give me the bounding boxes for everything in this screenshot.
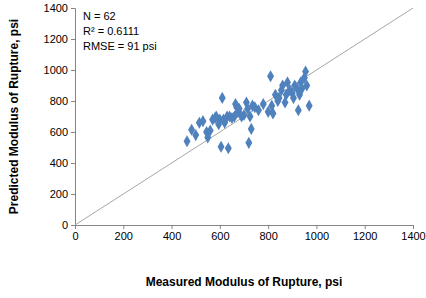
point [290, 92, 297, 104]
tick-label: 400 [163, 230, 181, 242]
tick-label: 800 [259, 230, 277, 242]
tick-label: 1200 [44, 33, 68, 45]
chart: 0 200 400 600 800 1000 1200 1400 0 200 400 600 800 10… [0, 0, 426, 298]
x-axis-title: Measured Modulus of Rupture, psi [146, 275, 343, 289]
x-axis: 0 200 400 600 800 1000 1200 1400 [72, 225, 425, 242]
tick-mark [365, 225, 366, 229]
point [303, 79, 310, 91]
tick-label: 0 [72, 230, 78, 242]
tick-mark [71, 101, 75, 102]
point [192, 129, 199, 141]
point [302, 66, 309, 78]
annotation: RMSE = 91 psi [83, 40, 157, 52]
tick-mark [413, 225, 414, 229]
tick-label: 1400 [44, 2, 68, 14]
tick: 1000 [44, 64, 75, 76]
point [295, 104, 302, 116]
tick: 800 [259, 225, 277, 242]
tick-label: 400 [50, 157, 68, 169]
tick-label: 600 [211, 230, 229, 242]
tick-mark [123, 225, 124, 229]
y-axis: 0 200 400 600 800 1000 1200 1400 [44, 2, 76, 231]
tick-mark [71, 70, 75, 71]
tick: 400 [50, 157, 75, 169]
tick-label: 1000 [305, 230, 329, 242]
tick: 600 [50, 126, 75, 138]
point [248, 123, 255, 135]
point [199, 115, 206, 127]
point [260, 98, 267, 110]
tick-label: 1000 [44, 64, 68, 76]
point [218, 141, 225, 153]
tick: 1400 [401, 225, 425, 242]
tick-mark [71, 8, 75, 9]
tick-mark [71, 225, 75, 226]
tick: 400 [163, 225, 181, 242]
tick: 200 [115, 225, 133, 242]
tick-mark [316, 225, 317, 229]
axis-line [76, 226, 414, 230]
tick: 800 [50, 95, 75, 107]
point [255, 104, 262, 116]
tick-mark [71, 132, 75, 133]
tick: 1200 [353, 225, 377, 242]
tick: 1000 [305, 225, 329, 242]
tick-mark [220, 225, 221, 229]
data-layer [75, 8, 413, 225]
tick-label: 0 [62, 219, 68, 231]
point [269, 107, 276, 119]
point [225, 142, 232, 154]
annotation: N = 62 [83, 10, 116, 22]
tick-label: 800 [50, 95, 68, 107]
point [247, 110, 254, 122]
tick-mark [71, 194, 75, 195]
tick: 1200 [44, 33, 75, 45]
annotation: R² = 0.6111 [83, 25, 139, 37]
point [267, 70, 274, 82]
tick-label: 600 [50, 126, 68, 138]
point [184, 135, 191, 147]
tick-label: 1200 [353, 230, 377, 242]
plot-area: 0 200 400 600 800 1000 1200 1400 0 200 400 600 800 10… [44, 2, 426, 242]
tick: 0 [62, 219, 75, 231]
tick-mark [268, 225, 269, 229]
equality-line [75, 8, 413, 225]
tick: 0 [72, 225, 78, 242]
tick-label: 1400 [401, 230, 425, 242]
tick-mark [71, 163, 75, 164]
tick-mark [172, 225, 173, 229]
tick-label: 200 [50, 188, 68, 200]
y-axis-title: Predicted Modulus of Rupture, psi [7, 19, 21, 214]
axis-line [71, 9, 76, 226]
tick: 200 [50, 188, 75, 200]
tick-label: 200 [115, 230, 133, 242]
point [245, 137, 252, 149]
point [219, 92, 226, 104]
tick-mark [71, 39, 75, 40]
tick: 1400 [44, 2, 75, 14]
tick: 600 [211, 225, 229, 242]
point [306, 100, 313, 112]
point [207, 124, 214, 136]
